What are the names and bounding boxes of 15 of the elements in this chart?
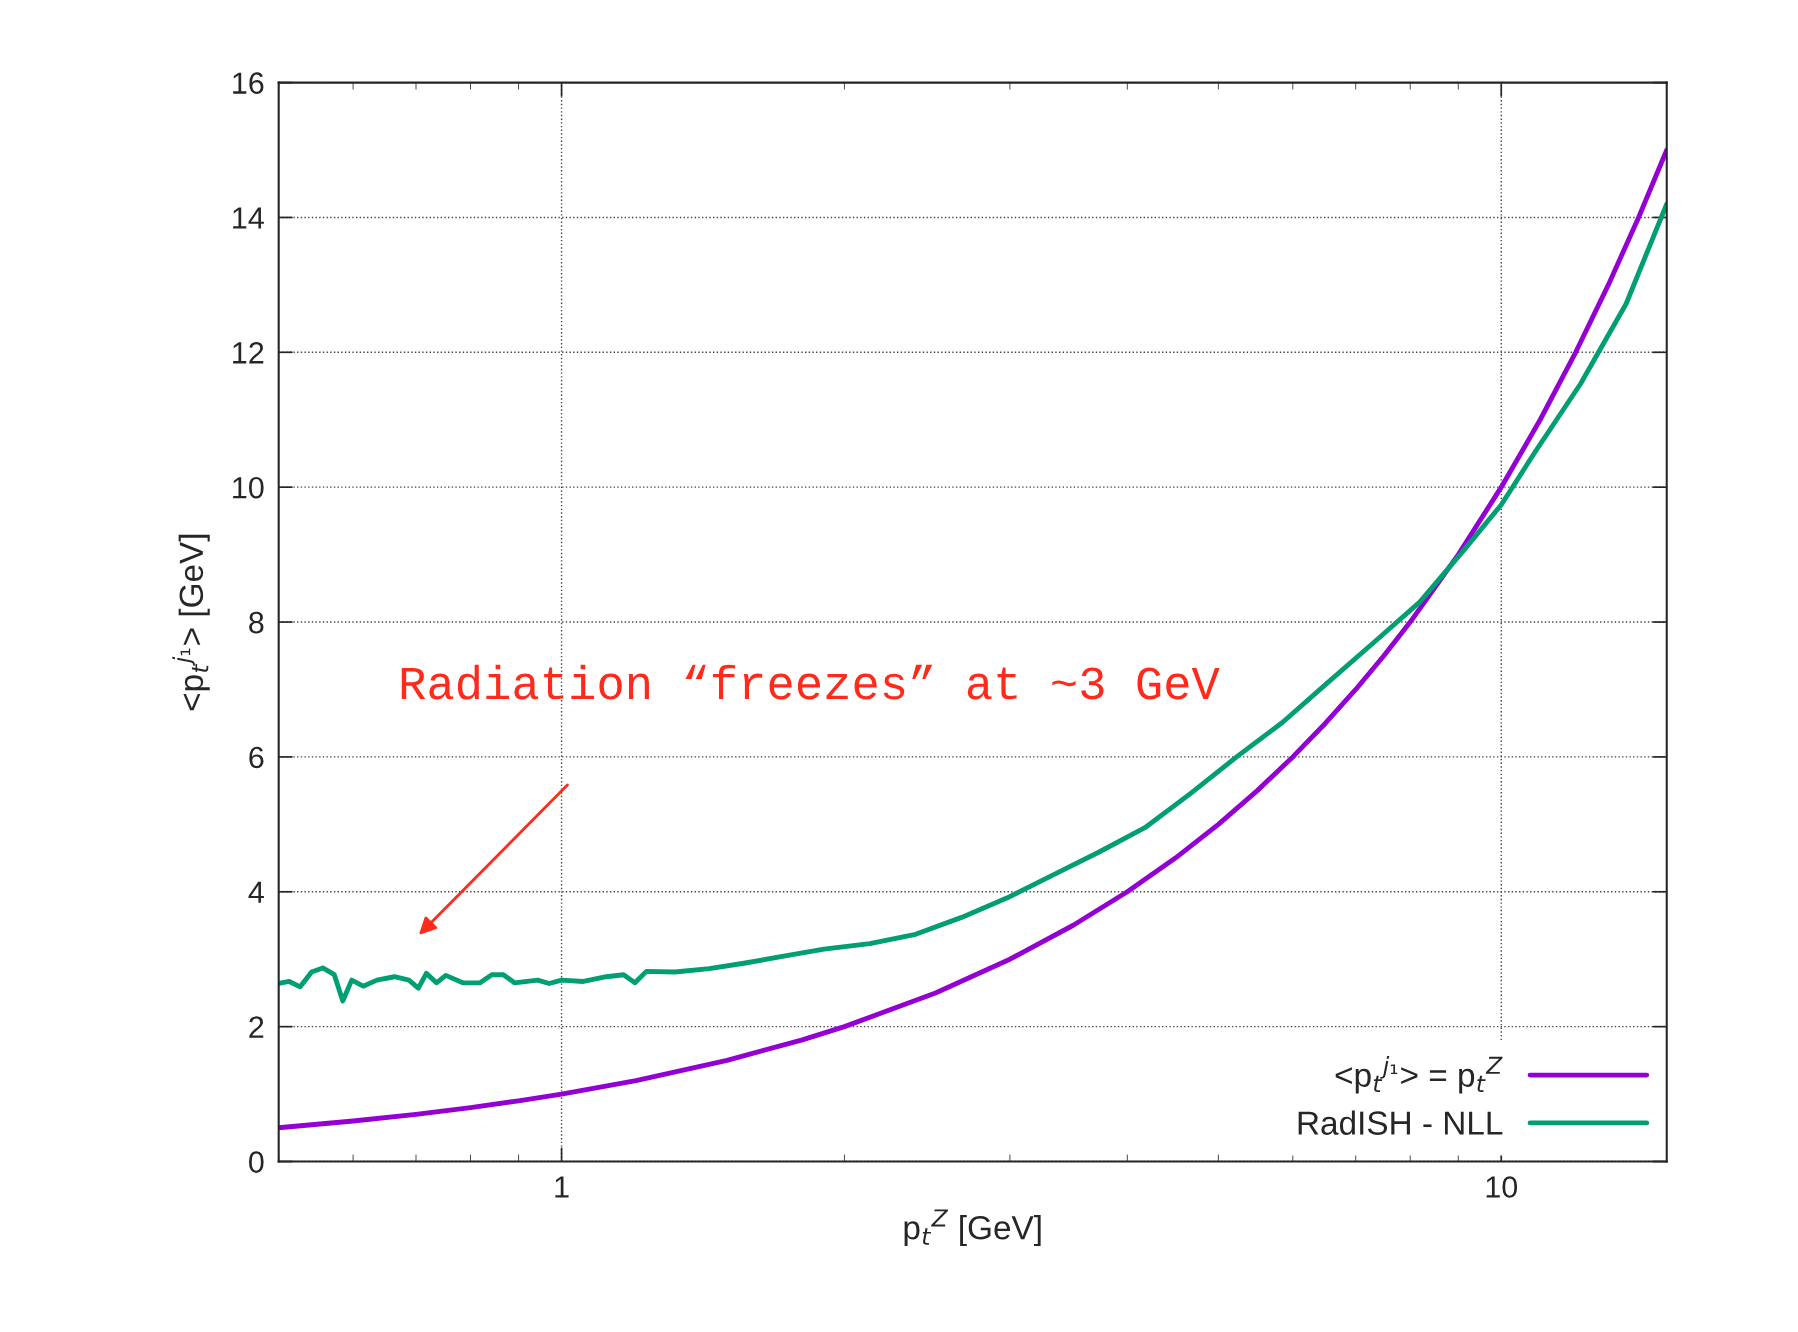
y-tick-label: 8 — [249, 611, 264, 634]
y-tick-label: 14 — [233, 207, 264, 229]
y-tick-label: 6 — [249, 746, 264, 769]
x-axis-title: p$_{t}$$^{Z}$ [GeV] — [904, 1209, 1041, 1247]
y-tick-label: 10 — [233, 476, 264, 499]
y-tick-label: 12 — [233, 342, 264, 364]
y-tick-label: 0 — [249, 1151, 264, 1173]
legend-label: <p$_{t}$$^{j₁}$> = p$_{t}$$^{Z}$ — [1335, 1056, 1503, 1094]
x-tick-label: 1 — [555, 1176, 569, 1198]
y-axis-title: <p$_{t}$$^{j₁}$> [GeV] — [172, 534, 210, 711]
y-tick-label: 2 — [249, 1016, 264, 1038]
y-tick-label: 16 — [233, 72, 264, 94]
y-tick-label: 4 — [248, 881, 264, 903]
annotation: Radiation “freezes” at ~3 GeV — [401, 664, 1220, 700]
legend-label: RadISH - NLL — [1298, 1110, 1503, 1135]
